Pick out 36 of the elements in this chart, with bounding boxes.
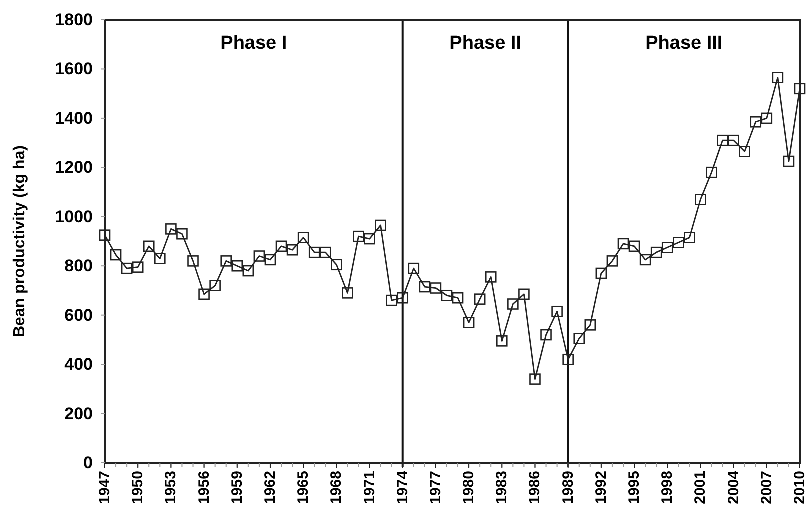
x-tick-label: 1947 xyxy=(96,471,114,504)
annotation: Phase II xyxy=(450,33,522,54)
y-tick-label: 1400 xyxy=(55,108,93,128)
x-tick-label: 1995 xyxy=(626,471,644,504)
y-axis-title: Bean productivity (kg ha) xyxy=(12,145,28,338)
y-tick-label: 1600 xyxy=(55,60,93,79)
x-tick-label: 1959 xyxy=(228,471,246,504)
x-tick-label: 1962 xyxy=(262,471,279,504)
x-tick-label: 1968 xyxy=(328,471,346,504)
x-tick-label: 1992 xyxy=(592,471,610,504)
y-tick-label: 800 xyxy=(64,256,93,276)
x-tick-label: 2007 xyxy=(758,471,776,504)
x-tick-label: 1950 xyxy=(130,471,147,504)
y-tick-label: 600 xyxy=(64,306,93,325)
x-tick-label: 2001 xyxy=(692,471,710,504)
y-tick-label: 200 xyxy=(64,404,93,424)
x-tick-label: 1965 xyxy=(295,471,312,504)
x-tick-label: 1956 xyxy=(196,471,213,504)
x-tick-label: 1980 xyxy=(460,471,478,504)
x-tick-label: 1977 xyxy=(427,471,444,504)
x-tick-label: 1953 xyxy=(162,471,180,504)
x-tick-label: 1983 xyxy=(494,471,511,504)
y-tick-label: 1200 xyxy=(55,158,93,178)
x-tick-label: 1986 xyxy=(526,471,544,504)
y-tick-label: 1000 xyxy=(55,207,93,226)
y-tick-label: 0 xyxy=(84,454,93,472)
x-tick-label: 1971 xyxy=(361,471,378,504)
x-tick-label: 1989 xyxy=(560,471,577,504)
annotation: Phase III xyxy=(646,33,723,54)
y-tick-label: 1800 xyxy=(55,10,93,30)
annotation: Phase I xyxy=(220,33,288,54)
x-tick-label: 2004 xyxy=(725,470,742,504)
y-tick-label: 400 xyxy=(64,355,93,374)
x-tick-label: 2010 xyxy=(792,471,807,504)
x-tick-label: 1974 xyxy=(394,470,412,504)
x-tick-label: 1998 xyxy=(659,471,676,504)
